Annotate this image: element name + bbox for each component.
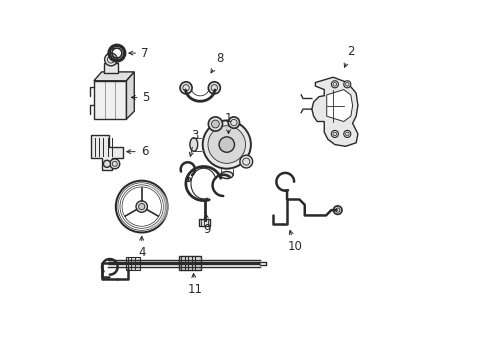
Circle shape <box>208 117 222 131</box>
Text: 7: 7 <box>129 46 148 60</box>
Text: 5: 5 <box>131 91 149 104</box>
Polygon shape <box>94 72 134 81</box>
Circle shape <box>104 53 117 66</box>
Circle shape <box>110 159 120 169</box>
Circle shape <box>136 201 147 212</box>
Text: 9: 9 <box>203 214 211 236</box>
Circle shape <box>103 160 110 167</box>
Text: 2: 2 <box>344 45 354 67</box>
Text: 4: 4 <box>138 236 145 259</box>
Circle shape <box>202 121 250 168</box>
Circle shape <box>211 120 219 128</box>
Circle shape <box>331 81 338 88</box>
Circle shape <box>343 81 350 88</box>
Text: 6: 6 <box>126 145 148 158</box>
Polygon shape <box>311 77 357 146</box>
Text: 11: 11 <box>187 274 202 296</box>
Circle shape <box>219 137 234 152</box>
Bar <box>179 256 201 270</box>
Circle shape <box>240 155 252 168</box>
Polygon shape <box>126 72 134 119</box>
Text: 10: 10 <box>287 230 302 253</box>
Text: 1: 1 <box>224 112 232 134</box>
Text: 8: 8 <box>211 52 223 73</box>
Circle shape <box>343 130 350 138</box>
Circle shape <box>208 82 220 94</box>
Circle shape <box>180 82 192 94</box>
Circle shape <box>331 130 338 138</box>
Bar <box>125 257 140 270</box>
Text: 3: 3 <box>189 129 198 156</box>
Bar <box>199 219 210 226</box>
Ellipse shape <box>220 171 232 179</box>
Bar <box>94 81 126 119</box>
Polygon shape <box>326 90 352 122</box>
Bar <box>103 63 118 73</box>
Circle shape <box>138 203 144 210</box>
Circle shape <box>228 117 239 128</box>
Circle shape <box>207 126 245 163</box>
Polygon shape <box>91 135 122 170</box>
Circle shape <box>333 206 341 215</box>
Ellipse shape <box>189 138 197 151</box>
